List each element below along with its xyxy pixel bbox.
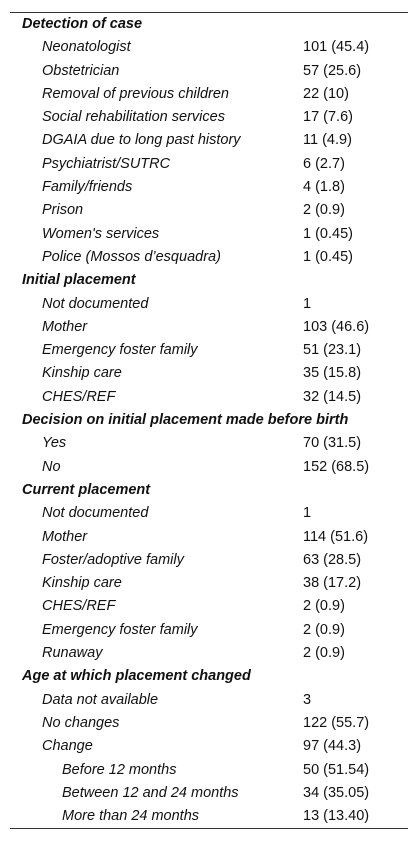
row-value: 1 [303, 505, 312, 522]
table-row: DGAIA due to long past history 11 (4.9) [10, 129, 408, 152]
row-label: Data not available [42, 691, 159, 708]
table-row: More than 24 months 13 (13.40) [10, 805, 408, 828]
section-header: Initial placement [22, 272, 136, 289]
row-value: 35 (15.8) [303, 365, 362, 382]
row-label: Prison [42, 202, 84, 219]
row-value: 32 (14.5) [303, 388, 362, 405]
row-label: Emergency foster family [42, 621, 198, 638]
table-row: Not documented 1 [10, 293, 408, 316]
row-label: Kinship care [42, 365, 122, 382]
table-row: Mother 103 (46.6) [10, 316, 408, 339]
row-label: Foster/adoptive family [42, 551, 184, 568]
row-label: Between 12 and 24 months [62, 784, 239, 801]
table-row: Mother 114 (51.6) [10, 526, 408, 549]
table-row: No 152 (68.5) [10, 456, 408, 479]
row-label: Obstetrician [42, 62, 120, 79]
row-value: 101 (45.4) [303, 39, 370, 56]
row-value: 122 (55.7) [303, 714, 370, 731]
row-value: 38 (17.2) [303, 575, 362, 592]
section-header: Age at which placement changed [22, 668, 251, 685]
table: Detection of case Neonatologist 101 (45.4)… [10, 12, 408, 830]
row-value: 2 (0.9) [303, 202, 345, 219]
table-row: Social rehabilitation services 17 (7.6) [10, 106, 408, 129]
row-value: 2 (0.9) [303, 598, 345, 615]
row-label: Before 12 months [62, 761, 177, 778]
section-header: Decision on initial placement made befor… [22, 412, 349, 429]
row-label: DGAIA due to long past history [42, 132, 241, 149]
table-row: Before 12 months 50 (51.54) [10, 759, 408, 782]
table-row: Between 12 and 24 months 34 (35.05) [10, 782, 408, 805]
table-row: Obstetrician 57 (25.6) [10, 60, 408, 83]
row-value: 70 (31.5) [303, 435, 362, 452]
table-row: Change 97 (44.3) [10, 735, 408, 758]
table-row: Emergency foster family 2 (0.9) [10, 619, 408, 642]
row-label: Not documented [42, 505, 149, 522]
row-value: 1 [303, 295, 312, 312]
row-label: CHES/REF [42, 388, 116, 405]
row-label: More than 24 months [62, 808, 200, 825]
table-row: No changes 122 (55.7) [10, 712, 408, 735]
row-label: Police (Mossos d’esquadra) [42, 248, 221, 265]
row-value: 6 (2.7) [303, 155, 345, 172]
section-header: Current placement [22, 481, 151, 498]
row-label: Not documented [42, 295, 149, 312]
table-row: Family/friends 4 (1.8) [10, 176, 408, 199]
row-value: 50 (51.54) [303, 761, 370, 778]
table-row: Emergency foster family 51 (23.1) [10, 339, 408, 362]
row-label: Emergency foster family [42, 342, 198, 359]
row-label: Psychiatrist/SUTRC [42, 155, 171, 172]
row-value: 63 (28.5) [303, 551, 362, 568]
row-label: Change [42, 738, 93, 755]
row-value: 3 [303, 691, 312, 708]
row-value: 4 (1.8) [303, 179, 345, 196]
table-row: Foster/adoptive family 63 (28.5) [10, 549, 408, 572]
row-value: 22 (10) [303, 85, 349, 102]
table-row: Yes 70 (31.5) [10, 432, 408, 455]
row-label: Mother [42, 528, 88, 545]
table-row: Data not available 3 [10, 689, 408, 712]
row-value: 13 (13.40) [303, 808, 370, 825]
row-value: 57 (25.6) [303, 62, 362, 79]
row-label: No [42, 458, 61, 475]
table-row: Not documented 1 [10, 502, 408, 525]
row-value: 2 (0.9) [303, 645, 345, 662]
table-row: Neonatologist 101 (45.4) [10, 36, 408, 59]
table-row: Prison 2 (0.9) [10, 199, 408, 222]
table-row: Police (Mossos d’esquadra) 1 (0.45) [10, 246, 408, 269]
table-row: CHES/REF 32 (14.5) [10, 386, 408, 409]
row-label: Kinship care [42, 575, 122, 592]
table-row: Psychiatrist/SUTRC 6 (2.7) [10, 153, 408, 176]
table-row: Removal of previous children 22 (10) [10, 83, 408, 106]
section-header: Detection of case [22, 16, 143, 32]
row-label: Family/friends [42, 179, 133, 196]
row-value: 114 (51.6) [303, 528, 369, 545]
row-value: 97 (44.3) [303, 738, 362, 755]
row-label: Social rehabilitation services [42, 109, 225, 126]
row-label: Runaway [42, 645, 103, 662]
row-value: 1 (0.45) [303, 248, 353, 265]
row-label: Yes [42, 435, 67, 452]
row-value: 51 (23.1) [303, 342, 362, 359]
row-value: 17 (7.6) [303, 109, 353, 126]
row-label: No changes [42, 714, 120, 731]
row-value: 34 (35.05) [303, 784, 370, 801]
row-value: 1 (0.45) [303, 225, 353, 242]
row-value: 152 (68.5) [303, 458, 370, 475]
row-label: Women's services [42, 225, 160, 242]
row-value: 2 (0.9) [303, 621, 345, 638]
row-value: 11 (4.9) [303, 132, 352, 149]
table-row: Kinship care 35 (15.8) [10, 362, 408, 385]
row-label: Removal of previous children [42, 85, 229, 102]
table-row: Runaway 2 (0.9) [10, 642, 408, 665]
table-row: Women's services 1 (0.45) [10, 223, 408, 246]
row-label: CHES/REF [42, 598, 116, 615]
table-row: Kinship care 38 (17.2) [10, 572, 408, 595]
row-value: 103 (46.6) [303, 318, 370, 335]
table-row: CHES/REF 2 (0.9) [10, 595, 408, 618]
row-label: Mother [42, 318, 88, 335]
row-label: Neonatologist [42, 39, 131, 56]
